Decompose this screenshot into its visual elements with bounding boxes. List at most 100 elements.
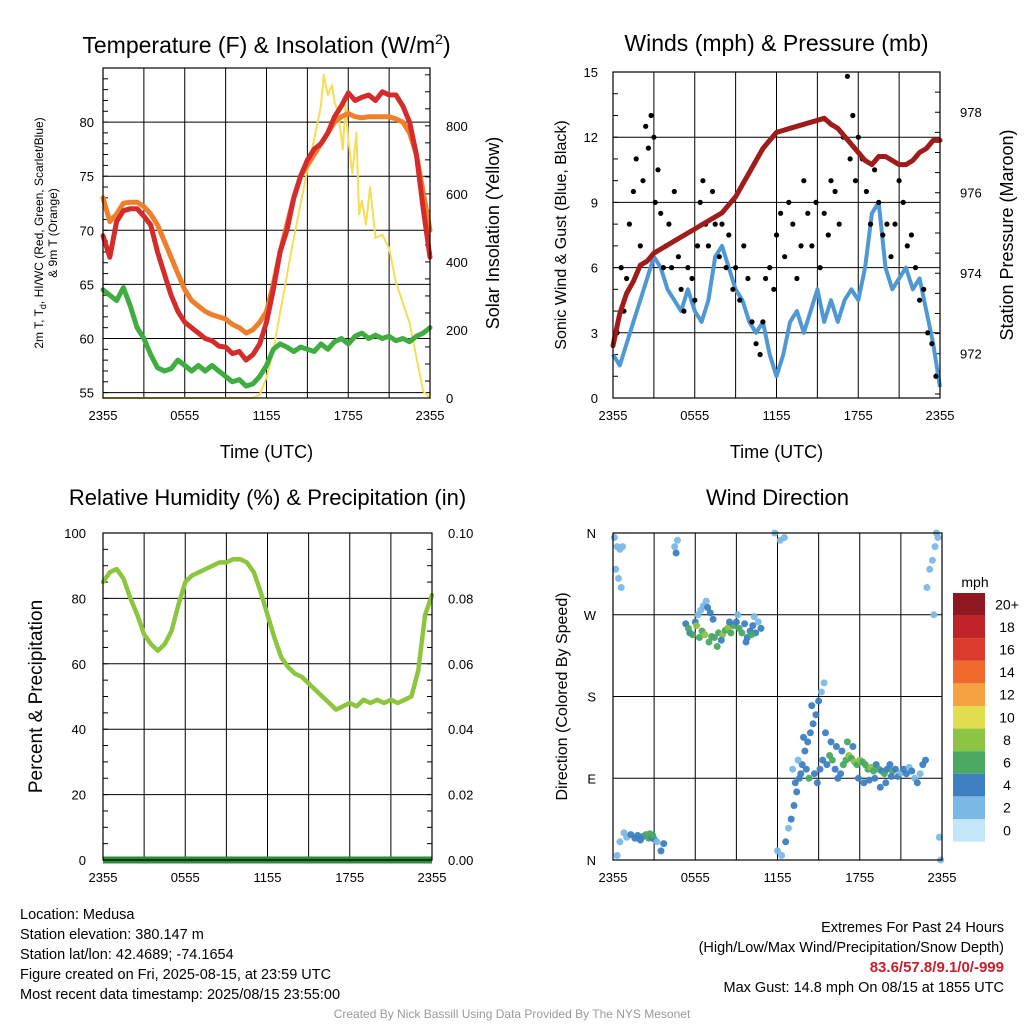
- direction-point: [854, 774, 862, 782]
- gust-point: [660, 265, 667, 271]
- gust-point: [697, 199, 703, 205]
- legend-label: 20+: [995, 596, 1019, 612]
- gust-point: [733, 265, 739, 271]
- gust-point: [863, 188, 870, 195]
- gust-point: [640, 178, 646, 184]
- direction-point: [837, 770, 845, 778]
- gust-point: [655, 167, 661, 173]
- direction-point: [886, 761, 894, 769]
- y-tick-label: 6: [591, 261, 598, 276]
- gust-point: [790, 221, 796, 227]
- direction-point: [780, 534, 788, 541]
- direction-point: [813, 779, 821, 787]
- gust-point: [692, 297, 698, 303]
- legend-label: 14: [999, 664, 1015, 680]
- direction-point: [684, 624, 692, 632]
- direction-point: [734, 611, 742, 619]
- direction-point: [819, 756, 827, 764]
- gust-point: [658, 210, 664, 216]
- gust-point: [648, 112, 654, 119]
- gust-point: [904, 243, 910, 249]
- x-tick-label: 1755: [335, 870, 364, 885]
- direction-point: [797, 770, 805, 778]
- gust-point: [896, 178, 902, 184]
- direction-point: [673, 536, 681, 544]
- direction-point: [706, 609, 714, 617]
- gust-point: [872, 167, 878, 173]
- station-info: Location: Medusa Station elevation: 380.…: [20, 905, 340, 1005]
- y-tick-label: 80: [72, 591, 86, 606]
- gust-point: [726, 232, 732, 238]
- gust-point: [921, 286, 927, 292]
- plot-frame: [612, 71, 941, 399]
- legend-swatch: [953, 796, 985, 819]
- y-tick-label: 0: [79, 853, 86, 868]
- x-tick-label: 2355: [418, 870, 447, 885]
- y-axis-label-part: 2m T, T: [32, 308, 46, 348]
- gust-point: [850, 112, 856, 119]
- direction-point: [717, 636, 725, 644]
- direction-point: [923, 584, 931, 591]
- y-axis-label-part: , HI/WC (Red, Green, Scarlet/Blue): [32, 117, 46, 304]
- credit-text: Created By Nick Bassill Using Data Provi…: [333, 1007, 691, 1021]
- extremes-title: Extremes For Past 24 Hours: [821, 920, 1004, 936]
- y-tick-label: 100: [64, 526, 86, 541]
- legend-swatch: [953, 683, 985, 706]
- direction-point: [828, 756, 836, 764]
- y-tick-label: 0: [591, 391, 598, 406]
- direction-point: [811, 770, 818, 778]
- direction-point: [922, 756, 929, 764]
- series-line-pressure: [610, 115, 943, 349]
- y-tick-label: 80: [80, 115, 94, 130]
- direction-point: [693, 622, 701, 630]
- gust-point: [832, 188, 838, 195]
- x-tick-label: 2355: [416, 408, 445, 423]
- y2-tick-label: 400: [446, 255, 468, 270]
- direction-point: [817, 688, 825, 696]
- x-axis-label: Time (UTC): [730, 442, 823, 462]
- direction-point: [660, 840, 668, 848]
- direction-point: [827, 738, 835, 746]
- y2-tick-label: 0.00: [448, 853, 473, 868]
- gust-point: [884, 221, 890, 227]
- y2-tick-label: 0.06: [448, 657, 473, 672]
- gust-point: [669, 265, 675, 271]
- extremes-panel: Extremes For Past 24 Hours (High/Low/Max…: [699, 918, 1004, 998]
- gust-point: [685, 265, 691, 271]
- y2-tick-label: 0.04: [448, 722, 473, 737]
- direction-point: [748, 631, 755, 639]
- y2-tick-label: 972: [960, 347, 982, 362]
- y-tick-label: 75: [80, 169, 94, 184]
- legend-swatch: [953, 728, 985, 752]
- y2-tick-label: 0.02: [448, 788, 473, 803]
- direction-point: [794, 756, 802, 764]
- y-tick-label: 60: [72, 657, 86, 672]
- recent-data-text: Most recent data timestamp: 2025/08/15 2…: [20, 987, 341, 1003]
- y-tick-label: 3: [591, 326, 598, 341]
- legend-label: 0: [1003, 822, 1011, 838]
- gust-point: [624, 275, 630, 282]
- chart-title-text: Temperature (F) & Insolation (W/m: [82, 32, 435, 58]
- x-tick-label: 1155: [253, 408, 281, 423]
- direction-point: [782, 838, 790, 846]
- direction-point: [902, 770, 910, 778]
- gust-point: [880, 232, 886, 238]
- direction-point: [619, 543, 627, 551]
- plot-frame: [612, 532, 943, 861]
- direction-point: [617, 584, 625, 591]
- direction-point: [613, 852, 621, 859]
- direction-point: [801, 747, 809, 755]
- y2-tick-label: 200: [446, 323, 468, 338]
- gust-point: [716, 254, 722, 260]
- temperature-panel: 2355 0555 1155 1755 235555606570758002004006…: [32, 31, 503, 462]
- direction-point: [808, 702, 816, 710]
- gust-point: [753, 341, 759, 347]
- chart-title: Winds (mph) & Pressure (mb): [624, 30, 928, 56]
- y2-tick-label: 978: [960, 105, 982, 120]
- direction-point: [705, 638, 713, 646]
- direction-point: [815, 697, 823, 705]
- max-gust-text: Max Gust: 14.8 mph On 08/15 at 1855 UTC: [723, 980, 1004, 996]
- y-tick-label: 40: [72, 722, 86, 737]
- series-line-rh: [100, 556, 435, 712]
- gust-point: [712, 221, 718, 227]
